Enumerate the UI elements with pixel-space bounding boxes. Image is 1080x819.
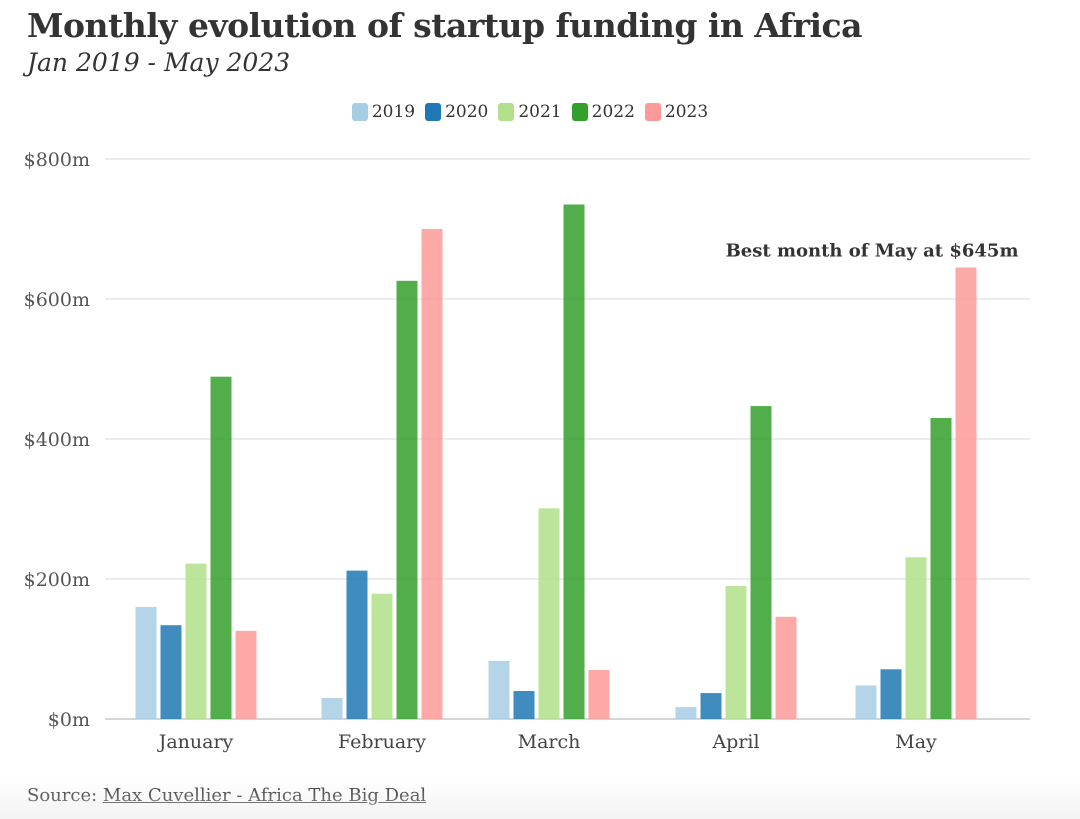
bar-2021-april bbox=[725, 586, 747, 719]
bar-2019-january bbox=[135, 607, 157, 719]
legend-item-2020[interactable]: 2020 bbox=[425, 102, 488, 122]
bar-2022-march bbox=[563, 204, 585, 719]
bar-2020-january bbox=[160, 625, 182, 719]
annotation-label: Best month of May at $645m bbox=[726, 241, 1019, 262]
y-tick-label: $0m bbox=[48, 709, 90, 731]
legend-item-2023[interactable]: 2023 bbox=[644, 102, 709, 122]
bar-2020-may bbox=[880, 669, 902, 719]
bar-2023-march bbox=[588, 670, 610, 719]
legend-item-2019[interactable]: 2019 bbox=[351, 102, 416, 122]
y-tick-label: $600m bbox=[24, 289, 90, 311]
bar-2019-march bbox=[488, 660, 510, 719]
bar-2022-february bbox=[396, 280, 418, 719]
bar-2022-january bbox=[210, 376, 232, 719]
source-line: Source: Max Cuvellier - Africa The Big D… bbox=[27, 785, 426, 806]
legend-swatch bbox=[498, 103, 515, 121]
legend-label: 2022 bbox=[591, 102, 635, 122]
x-tick-label: March bbox=[518, 731, 581, 753]
legend-item-2021[interactable]: 2021 bbox=[498, 102, 562, 122]
legend-swatch bbox=[644, 103, 661, 121]
bar-2021-february bbox=[371, 593, 393, 719]
bar-2023-february bbox=[421, 229, 443, 719]
bar-2022-april bbox=[750, 406, 772, 719]
bar-2019-may bbox=[855, 685, 877, 719]
legend-label: 2021 bbox=[518, 102, 562, 122]
x-tick-label: April bbox=[711, 731, 759, 753]
x-tick-label: February bbox=[338, 731, 426, 753]
bar-2021-may bbox=[905, 557, 927, 719]
bar-2023-may bbox=[955, 267, 977, 719]
bar-chart: $0m $200m $400m $600m $800m January February Ma… bbox=[24, 149, 1030, 753]
legend: 2019 2020 2021 2022 2023 bbox=[0, 102, 1060, 122]
y-tick-label: $200m bbox=[24, 569, 90, 591]
bar-2019-april bbox=[675, 707, 697, 719]
bar-2020-march bbox=[513, 691, 535, 719]
x-tick-label: May bbox=[895, 731, 937, 753]
bar-2023-april bbox=[775, 616, 797, 719]
bar-2019-february bbox=[321, 698, 343, 719]
source-label: Source: bbox=[27, 785, 103, 806]
legend-swatch bbox=[571, 103, 588, 121]
x-tick-label: January bbox=[157, 731, 234, 753]
legend-label: 2023 bbox=[664, 102, 709, 122]
y-tick-label: $400m bbox=[24, 429, 90, 451]
legend-label: 2020 bbox=[445, 102, 489, 122]
chart-title: Monthly evolution of startup funding in … bbox=[27, 6, 863, 45]
bar-2023-january bbox=[235, 630, 257, 719]
bar-2022-may bbox=[930, 418, 952, 719]
legend-swatch bbox=[351, 103, 368, 121]
legend-item-2022[interactable]: 2022 bbox=[571, 102, 635, 122]
y-tick-label: $800m bbox=[24, 149, 90, 171]
bar-2020-february bbox=[346, 570, 368, 719]
bar-2020-april bbox=[700, 693, 722, 719]
chart-subtitle: Jan 2019 - May 2023 bbox=[27, 48, 291, 77]
source-link[interactable]: Max Cuvellier - Africa The Big Deal bbox=[102, 785, 427, 806]
legend-label: 2019 bbox=[371, 102, 416, 122]
bar-2021-january bbox=[185, 563, 207, 719]
bar-2021-march bbox=[538, 508, 560, 719]
legend-swatch bbox=[425, 103, 442, 121]
